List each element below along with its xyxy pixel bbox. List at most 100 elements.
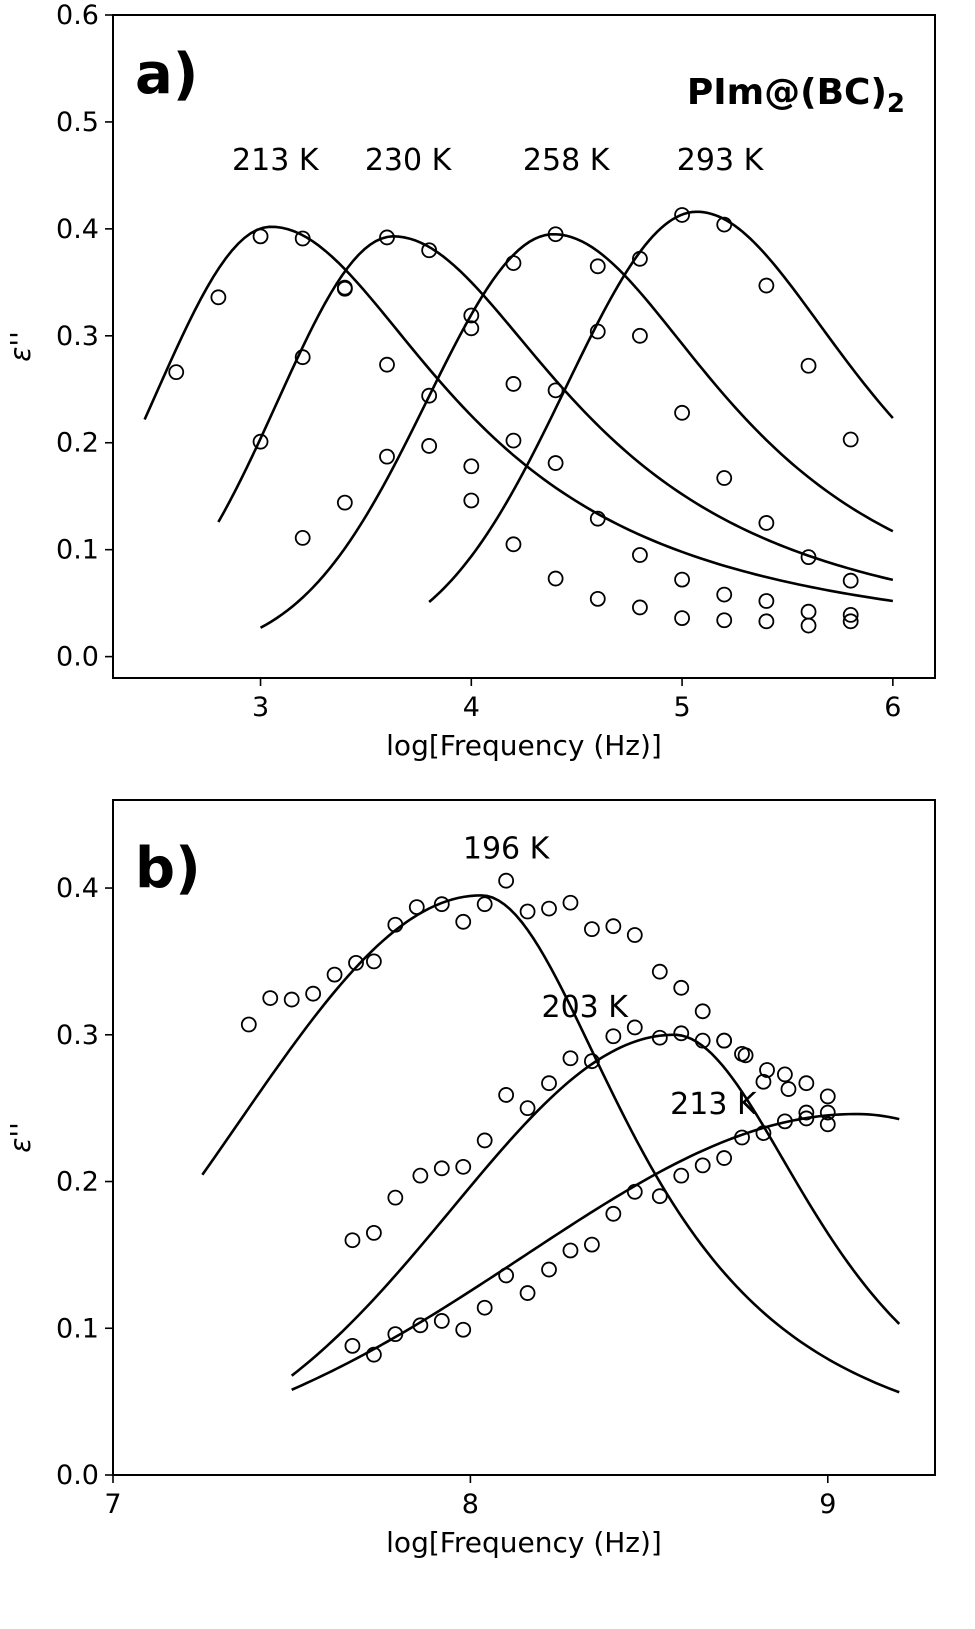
panel-b-temperature-labels: 196 K 203 K 213 K [463,832,758,1122]
fit-curve [291,1112,900,1391]
data-point [498,1267,515,1284]
temperature-label: 196 K [463,832,551,867]
data-point [379,356,395,373]
data-point [283,991,300,1008]
data-point [547,455,564,471]
temperature-label: 213 K [232,143,320,178]
y-tick-label: 0.6 [56,0,99,31]
panel-a-frame [112,14,936,679]
data-point [800,357,817,374]
data-point [387,916,404,933]
data-point [412,1317,429,1334]
data-point [326,966,343,983]
panel-b-data-points [240,872,836,1363]
data-point [674,571,690,588]
data-point [421,242,438,259]
data-point [305,985,322,1002]
data-point [800,549,817,566]
data-point [210,289,227,306]
data-point [336,494,353,511]
x-tick-label: 9 [819,1489,836,1520]
compound-subscript: 2 [887,89,905,119]
compound-name: PIm@(BC) [687,72,887,113]
data-point [694,1032,711,1049]
data-point [433,1313,450,1329]
data-point [758,613,775,630]
data-point [541,900,557,917]
data-point [842,572,859,589]
data-point [798,1075,815,1092]
data-point [589,510,606,527]
data-point [252,228,269,245]
data-point [463,320,480,337]
data-point [734,1045,750,1062]
data-point [716,470,733,486]
data-point [505,536,522,553]
panel-b-letter: b) [135,836,201,901]
data-point [819,1088,836,1105]
data-point [294,530,311,546]
panel-b-fit-curves [201,894,901,1394]
data-point [694,1003,711,1020]
data-point [842,431,859,448]
data-point [716,216,733,233]
data-point [168,364,185,381]
data-point [777,1066,793,1083]
data-point [758,277,775,294]
y-tick-label: 0.4 [56,214,99,245]
data-point [755,1073,772,1090]
temperature-label: 258 K [523,143,611,178]
data-point [463,492,480,509]
data-point [842,607,859,623]
y-tick-label: 0.2 [56,1167,99,1198]
data-point [463,458,480,475]
data-point [632,547,648,563]
data-point [387,1326,404,1343]
y-tick-label: 0.0 [56,642,99,673]
y-tick-label: 0.0 [56,1460,99,1491]
data-point [498,1087,515,1103]
data-point [632,327,648,344]
data-point [605,1028,622,1045]
data-point [365,1224,382,1241]
data-point [589,590,606,607]
data-point [819,1104,836,1121]
data-point [674,404,690,421]
panel-b: 7 8 9 0.0 0.1 0.2 0.3 0.4 196 K 203 K 213 K b) lo… [4,799,936,1559]
data-point [673,1167,690,1184]
data-point [800,603,817,620]
data-point [626,1183,643,1200]
data-point [673,979,690,996]
data-point [798,1104,815,1121]
panel-a-fit-curves [143,210,894,629]
data-point [651,1029,668,1046]
data-point [519,1285,536,1301]
data-point [800,617,817,634]
data-point [584,921,600,938]
fit-curve [290,1033,901,1377]
data-point [842,613,859,630]
data-point [412,1167,429,1184]
data-point [476,1299,493,1316]
data-point [408,899,425,916]
data-point [498,872,515,889]
y-tick-label: 0.4 [56,873,99,904]
x-tick-label: 5 [673,692,690,723]
temperature-label: 293 K [677,143,765,178]
data-point [294,230,311,247]
panel-a: 3 4 5 6 0.0 0.1 0.2 0.3 0.4 0.5 0.6 213 K 230 K 258 … [4,0,936,762]
data-point [673,1025,690,1042]
panel-a-temperature-labels: 213 K 230 K 258 K 293 K [232,143,765,178]
data-point [344,1337,361,1354]
data-point [379,229,395,246]
temperature-label: 230 K [365,143,453,178]
panel-a-letter: a) [135,42,198,107]
data-point [455,1321,472,1338]
fit-curve [201,894,900,1394]
data-point [716,1032,733,1049]
panel-a-y-axis-title: ε'' [4,331,37,362]
temperature-label: 203 K [542,990,630,1025]
data-point [605,1205,622,1222]
